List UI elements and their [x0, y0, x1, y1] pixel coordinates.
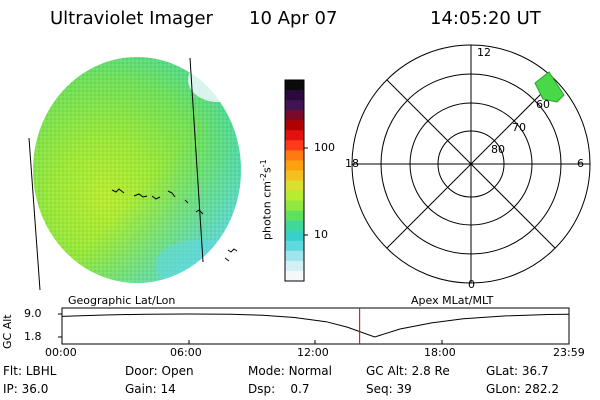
image-panel-caption: Geographic Lat/Lon [68, 294, 176, 307]
altitude-chart-ticks [58, 313, 443, 344]
colorbar-swatch [285, 80, 304, 91]
colorbar-swatch [285, 180, 304, 192]
altitude-xtick-1: 06:00 [170, 346, 202, 359]
status-dsp: Dsp: 0.7 [248, 382, 310, 396]
colorbar-swatch [285, 150, 304, 161]
mlat-label-70: 70 [512, 121, 526, 134]
meridian-line-right [189, 57, 204, 263]
colorbar-swatch [285, 100, 304, 111]
uv-image-disk [33, 57, 241, 283]
altitude-ytick-min: 1.8 [24, 330, 42, 343]
coastline-overlay [111, 188, 238, 262]
colorbar-swatch [285, 240, 304, 252]
mlt-label-6: 6 [577, 157, 584, 170]
altitude-xtick-0: 00:00 [45, 346, 77, 359]
colorbar-swatch [285, 170, 304, 181]
polar-plot [351, 44, 591, 284]
colorbar-tick-100: 100 [314, 141, 335, 154]
colorbar-swatch [285, 190, 304, 202]
colorbar-swatch [285, 210, 304, 222]
colorbar [284, 79, 305, 282]
colorbar-swatch [285, 120, 304, 131]
status-glat: GLat: 36.7 [486, 364, 549, 378]
colorbar-swatch [285, 130, 304, 141]
colorbar-swatch [285, 260, 304, 272]
mlt-label-12: 12 [477, 46, 491, 59]
colorbar-swatch [285, 160, 304, 171]
colorbar-swatch [285, 140, 304, 151]
status-glon: GLon: 282.2 [486, 382, 559, 396]
mlt-label-18: 18 [345, 157, 359, 170]
altitude-xtick-3: 18:00 [424, 346, 456, 359]
colorbar-swatch [285, 200, 304, 212]
altitude-ytick-max: 9.0 [24, 307, 42, 320]
meridian-line-left [28, 137, 41, 291]
auroral-oval-fragment [534, 71, 565, 103]
colorbar-swatch [285, 90, 304, 101]
colorbar-swatch [285, 110, 304, 121]
mlt-label-0: 0 [468, 278, 475, 291]
altitude-chart-frame [61, 307, 570, 345]
altitude-ylabel: GC Alt [1, 314, 14, 349]
polar-panel-caption: Apex MLat/MLT [411, 294, 494, 307]
status-flt: Flt: LBHL [3, 364, 57, 378]
colorbar-unit-label: photon cm-2s-1 [259, 159, 274, 240]
altitude-xtick-4: 23:59 [553, 346, 585, 359]
colorbar-frame [284, 79, 305, 282]
colorbar-tick-10: 10 [314, 228, 328, 241]
status-gc-alt: GC Alt: 2.8 Re [366, 364, 450, 378]
mlat-label-60: 60 [536, 98, 550, 111]
colorbar-swatch [285, 220, 304, 232]
status-door: Door: Open [125, 364, 194, 378]
instrument-title: Ultraviolet Imager [50, 8, 213, 29]
status-gain: Gain: 14 [125, 382, 176, 396]
altitude-xtick-2: 12:00 [297, 346, 329, 359]
colorbar-swatch [285, 250, 304, 262]
status-mode: Mode: Normal [248, 364, 332, 378]
status-seq: Seq: 39 [366, 382, 412, 396]
colorbar-swatch [285, 230, 304, 242]
date-label: 10 Apr 07 [249, 8, 338, 29]
mlat-label-80: 80 [491, 143, 505, 156]
time-label: 14:05:20 UT [430, 8, 541, 29]
altitude-series-line [61, 313, 570, 338]
status-ip: IP: 36.0 [3, 382, 49, 396]
colorbar-swatch [285, 270, 304, 282]
